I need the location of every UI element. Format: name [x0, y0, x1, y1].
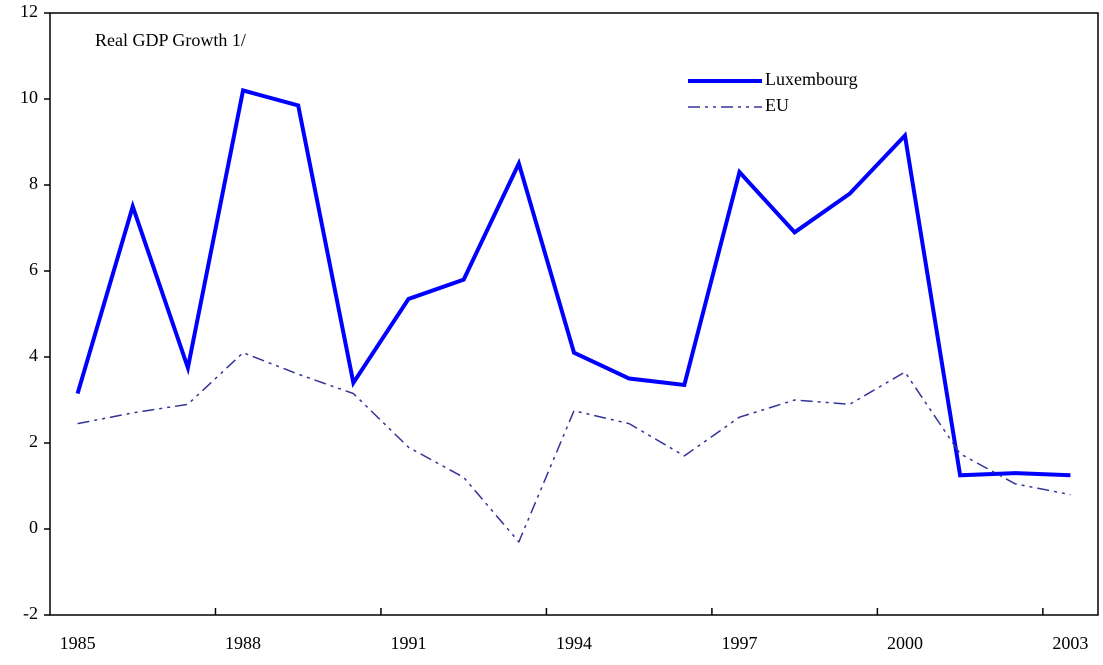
- x-tick-label: 1985: [60, 633, 96, 653]
- x-tick-label: 1988: [225, 633, 261, 653]
- legend-label: EU: [765, 95, 789, 115]
- y-tick-label: 6: [29, 259, 38, 279]
- series-line: [75, 87, 1071, 478]
- y-tick-label: -2: [23, 603, 38, 623]
- y-tick-label: 4: [29, 345, 38, 365]
- y-tick-label: 2: [29, 431, 38, 451]
- legend-label: Luxembourg: [765, 69, 858, 89]
- y-tick-label: 12: [20, 1, 38, 21]
- annotation: Real GDP Growth 1/: [95, 30, 246, 50]
- y-tick-label: 8: [29, 173, 38, 193]
- series-line: [77, 351, 1071, 544]
- x-tick-label: 1991: [391, 633, 427, 653]
- y-tick-label: 0: [29, 517, 38, 537]
- x-tick-label: 1997: [721, 633, 757, 653]
- x-tick-label: 2003: [1052, 633, 1088, 653]
- x-tick-label: 2000: [887, 633, 923, 653]
- x-tick-label: 1994: [556, 633, 592, 653]
- plot-frame: [49, 12, 1099, 616]
- y-tick-label: 10: [20, 87, 38, 107]
